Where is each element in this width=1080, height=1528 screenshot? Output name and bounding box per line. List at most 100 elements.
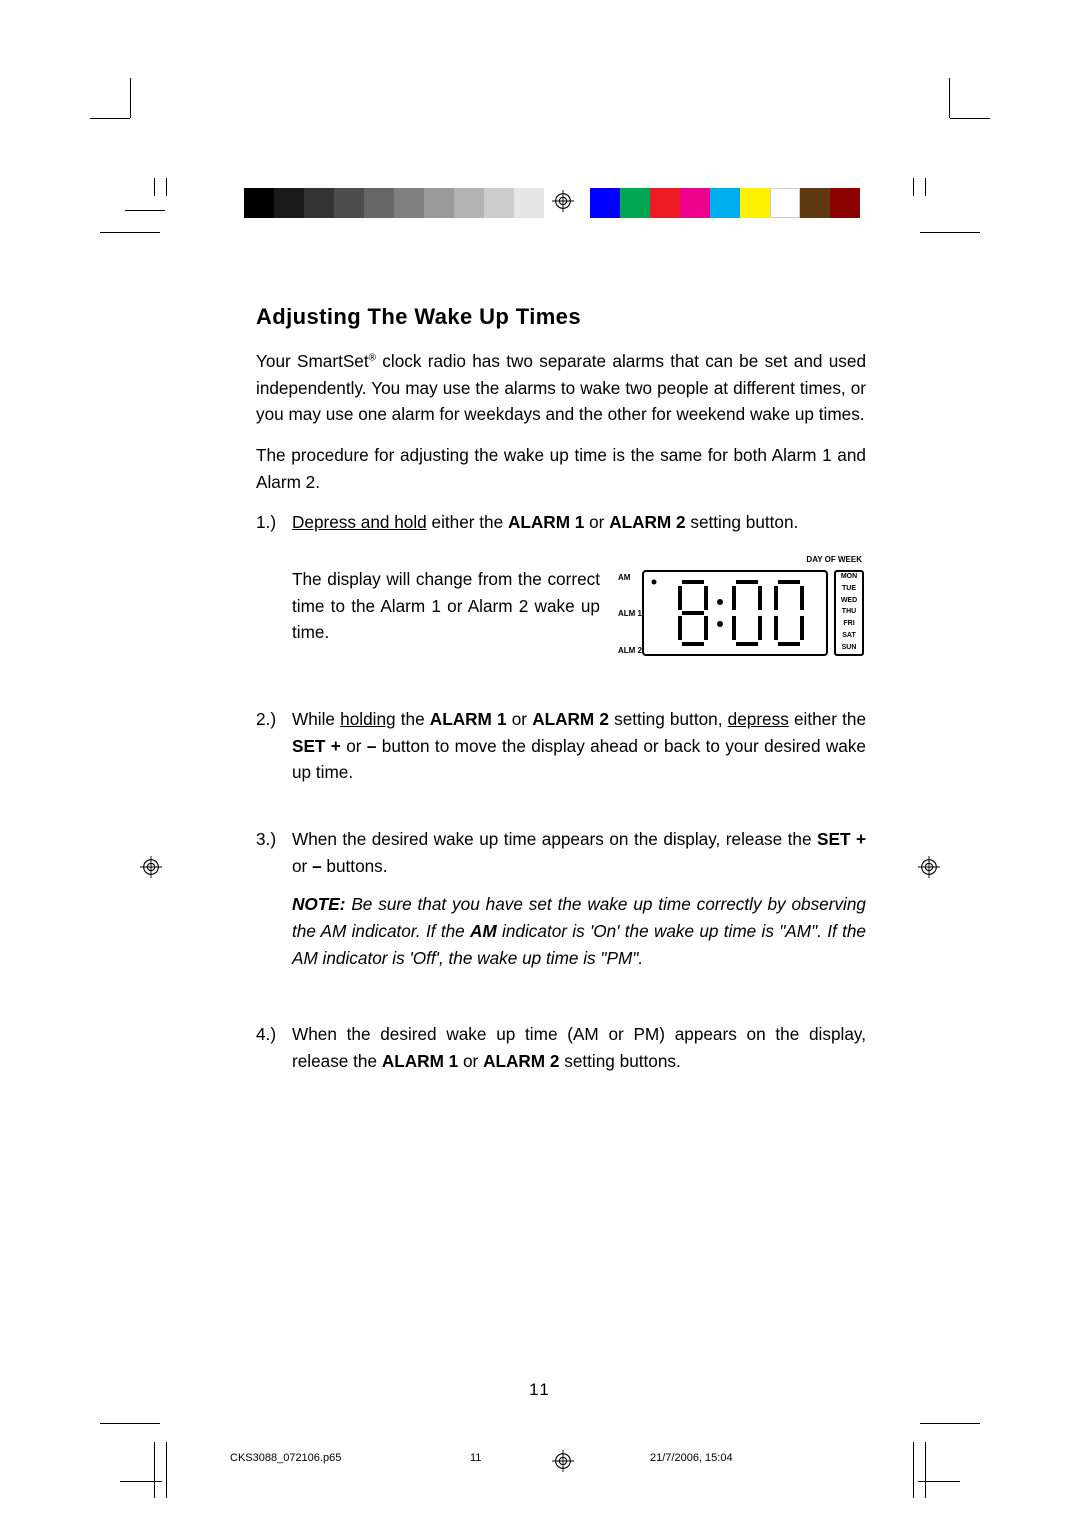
step-3-note: NOTE: Be sure that you have set the wake… — [256, 891, 866, 971]
list-body: When the desired wake up time appears on… — [292, 826, 866, 879]
swatch — [364, 188, 394, 218]
spacer — [256, 566, 292, 658]
text: The display will change from the correct… — [292, 566, 600, 658]
crop-line — [100, 1423, 160, 1424]
page-content: Adjusting The Wake Up Times Your SmartSe… — [256, 304, 866, 1091]
crop-line — [920, 1423, 980, 1424]
text: button to move the display ahead or back… — [292, 736, 866, 783]
step-1: 1.) Depress and hold either the ALARM 1 … — [256, 509, 866, 536]
text: When the desired wake up time appears on… — [292, 829, 817, 849]
swatch — [830, 188, 860, 218]
day-of-week-box: MONTUEWEDTHUFRISATSUN — [834, 570, 864, 656]
swatch — [650, 188, 680, 218]
am-label: AM — [618, 572, 642, 584]
lcd-side-labels: AM ALM 1 ALM 2 — [618, 572, 642, 657]
text: or — [341, 736, 367, 756]
grayscale-bar — [244, 188, 544, 218]
text: ALARM 1 — [508, 512, 584, 532]
list-number: 4.) — [256, 1021, 292, 1074]
lcd-main-frame — [642, 570, 828, 656]
text: holding — [340, 709, 395, 729]
alm1-label: ALM 1 — [618, 608, 642, 620]
swatch — [620, 188, 650, 218]
spacer — [256, 891, 292, 971]
day-label: THU — [842, 607, 856, 618]
crop-line — [913, 1442, 914, 1498]
text: ALARM 2 — [532, 709, 609, 729]
registration-mark-icon — [918, 856, 940, 878]
registered-symbol: ® — [369, 352, 376, 363]
text: either the — [427, 512, 508, 532]
list-number: 3.) — [256, 826, 292, 879]
swatch — [424, 188, 454, 218]
note-label: NOTE: — [292, 894, 345, 914]
section-title: Adjusting The Wake Up Times — [256, 304, 866, 330]
crop-line — [166, 178, 167, 196]
text: or — [292, 856, 312, 876]
text: Your SmartSet — [256, 351, 369, 371]
crop-line — [120, 1481, 162, 1482]
text: Depress and hold — [292, 512, 427, 532]
swatch — [740, 188, 770, 218]
swatch — [710, 188, 740, 218]
crop-line — [925, 178, 926, 196]
text: buttons. — [322, 856, 388, 876]
crop-line — [100, 232, 160, 233]
text: ALARM 2 — [483, 1051, 559, 1071]
crop-line — [154, 1442, 155, 1498]
text: SET + — [817, 829, 866, 849]
text: AM — [470, 921, 497, 941]
crop-line — [920, 232, 980, 233]
crop-line — [154, 178, 155, 196]
text: or — [458, 1051, 483, 1071]
day-label: WED — [841, 596, 857, 607]
day-label: FRI — [843, 619, 854, 630]
footer-datetime: 21/7/2006, 15:04 — [650, 1452, 733, 1464]
registration-mark-icon — [552, 190, 574, 212]
intro-paragraph-2: The procedure for adjusting the wake up … — [256, 442, 866, 495]
alm2-label: ALM 2 — [618, 645, 642, 657]
crop-line — [913, 178, 914, 196]
crop-line — [918, 1481, 960, 1482]
list-body: When the desired wake up time (AM or PM)… — [292, 1021, 866, 1074]
step-3: 3.) When the desired wake up time appear… — [256, 826, 866, 879]
swatch — [394, 188, 424, 218]
day-label: MON — [841, 572, 857, 583]
swatch — [244, 188, 274, 218]
list-number: 2.) — [256, 706, 292, 786]
swatch — [680, 188, 710, 218]
swatch — [454, 188, 484, 218]
text: setting button, — [609, 709, 728, 729]
text: depress — [728, 709, 789, 729]
crop-line — [925, 1442, 926, 1498]
text: – — [312, 856, 322, 876]
swatch — [590, 188, 620, 218]
step-2: 2.) While holding the ALARM 1 or ALARM 2… — [256, 706, 866, 786]
text: or — [507, 709, 533, 729]
swatch — [770, 188, 800, 218]
swatch — [484, 188, 514, 218]
text: ALARM 1 — [430, 709, 507, 729]
day-label: TUE — [842, 584, 856, 595]
crop-line — [166, 1442, 167, 1498]
swatch — [334, 188, 364, 218]
step-4: 4.) When the desired wake up time (AM or… — [256, 1021, 866, 1074]
text: setting button. — [686, 512, 799, 532]
intro-paragraph-1: Your SmartSet® clock radio has two separ… — [256, 348, 866, 428]
page-number: 11 — [529, 1380, 551, 1400]
step-1-sub-body: The display will change from the correct… — [292, 566, 866, 658]
lcd-diagram: DAY OF WEEK AM ALM 1 ALM 2 — [618, 568, 866, 658]
color-bar — [590, 188, 860, 218]
text: ALARM 2 — [609, 512, 685, 532]
list-body: While holding the ALARM 1 or ALARM 2 set… — [292, 706, 866, 786]
note-body: NOTE: Be sure that you have set the wake… — [292, 891, 866, 971]
footer-filename: CKS3088_072106.p65 — [230, 1452, 470, 1464]
text: the — [396, 709, 430, 729]
text: While — [292, 709, 340, 729]
list-number: 1.) — [256, 509, 292, 536]
text: SET + — [292, 736, 341, 756]
registration-mark-icon — [140, 856, 162, 878]
text: or — [584, 512, 609, 532]
list-body: Depress and hold either the ALARM 1 or A… — [292, 509, 866, 536]
day-label: SUN — [842, 643, 857, 654]
